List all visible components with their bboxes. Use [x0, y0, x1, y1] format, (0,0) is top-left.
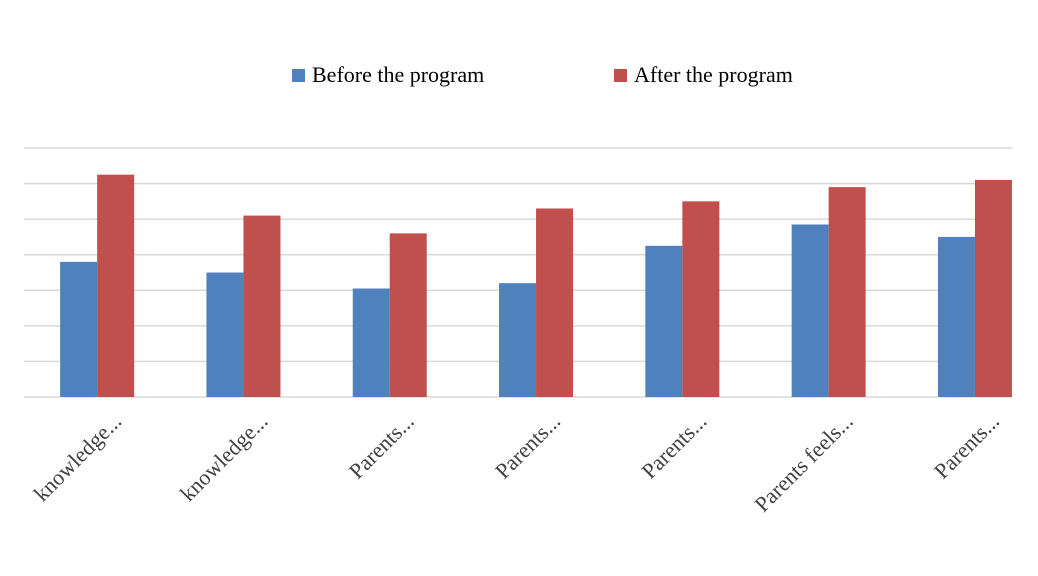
bar	[791, 224, 829, 397]
legend-swatch	[614, 69, 627, 82]
bar	[536, 208, 574, 397]
bar	[97, 174, 135, 397]
bar	[828, 187, 866, 397]
bar	[352, 288, 390, 397]
x-tick-label: Parents feels...	[749, 408, 857, 516]
x-tick-label: Parents...	[490, 408, 565, 483]
legend-label: Before the program	[312, 62, 484, 87]
bar	[937, 236, 975, 397]
bar	[243, 215, 281, 397]
bar	[60, 261, 98, 397]
bar	[389, 233, 427, 397]
x-tick-label: Parents...	[636, 408, 711, 483]
bar	[499, 283, 537, 397]
legend-label: After the program	[634, 62, 793, 87]
bar	[682, 201, 720, 397]
x-tick-label: Parents...	[929, 408, 1004, 483]
x-tick-label: knowledge...	[175, 408, 273, 506]
x-tick-label: Parents...	[344, 408, 419, 483]
bar	[645, 245, 683, 397]
legend-swatch	[292, 69, 305, 82]
bar	[206, 272, 244, 397]
bar	[974, 180, 1012, 397]
x-tick-label: knowledge...	[29, 408, 127, 506]
